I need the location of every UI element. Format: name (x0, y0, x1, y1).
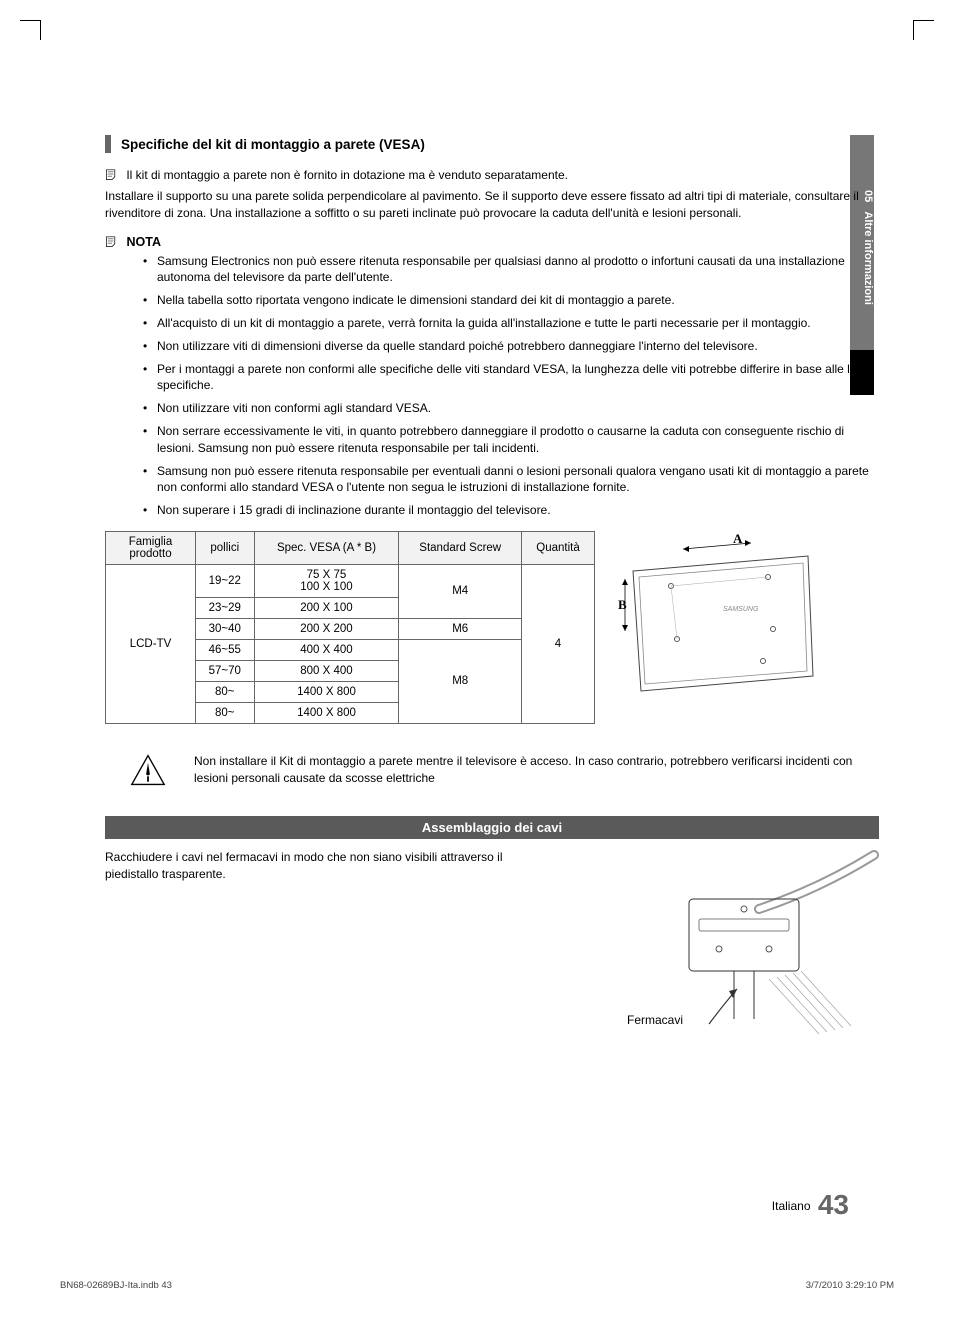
table-row: LCD-TV 19~22 75 X 75 100 X 100 M4 4 (106, 564, 595, 597)
table-header: Standard Screw (399, 531, 522, 564)
footer-lang: Italiano (772, 1199, 811, 1213)
crop-mark (913, 20, 914, 40)
table-cell: 75 X 75 100 X 100 (254, 564, 399, 597)
table-cell: M4 (399, 564, 522, 618)
diagram-label-a: A (733, 531, 743, 546)
section-heading: Specifiche del kit di montaggio a parete… (121, 137, 425, 152)
meta-file: BN68-02689BJ-Ita.indb 43 (60, 1280, 172, 1291)
nota-heading: NOTA (105, 234, 879, 249)
table-cell: 57~70 (196, 660, 255, 681)
meta-timestamp: 3/7/2010 3:29:10 PM (806, 1280, 894, 1291)
list-item: Non superare i 15 gradi di inclinazione … (143, 502, 879, 519)
table-cell: 19~22 (196, 564, 255, 597)
list-item: All'acquisto di un kit di montaggio a pa… (143, 315, 879, 332)
tv-vesa-diagram: A B SAMSUNG (613, 531, 823, 701)
vesa-spec-table: Famiglia prodotto pollici Spec. VESA (A … (105, 531, 595, 724)
intro-body: Installare il supporto su una parete sol… (105, 188, 879, 222)
table-cell-family: LCD-TV (106, 564, 196, 723)
warning-row: Non installare il Kit di montaggio a par… (105, 752, 879, 788)
table-cell: 80~ (196, 681, 255, 702)
assembly-row: Racchiudere i cavi nel fermacavi in modo… (105, 849, 879, 1039)
crop-mark (20, 20, 40, 21)
table-cell: 30~40 (196, 618, 255, 639)
table-header: pollici (196, 531, 255, 564)
table-cell: 1400 X 800 (254, 681, 399, 702)
list-item: Samsung Electronics non può essere riten… (143, 253, 879, 287)
list-item: Nella tabella sotto riportata vengono in… (143, 292, 879, 309)
table-cell: 200 X 200 (254, 618, 399, 639)
table-cell: M6 (399, 618, 522, 639)
list-item: Samsung non può essere ritenuta responsa… (143, 463, 879, 497)
nota-list: Samsung Electronics non può essere riten… (105, 253, 879, 519)
heading-marker (105, 135, 111, 153)
table-cell-qty: 4 (521, 564, 594, 723)
note-icon (105, 234, 119, 248)
table-cell: 400 X 400 (254, 639, 399, 660)
crop-mark (914, 20, 934, 21)
intro-note-line: Il kit di montaggio a parete non è forni… (105, 167, 879, 182)
list-item: Non serrare eccessivamente le viti, in q… (143, 423, 879, 457)
list-item: Non utilizzare viti non conformi agli st… (143, 400, 879, 417)
table-cell: 200 X 100 (254, 597, 399, 618)
print-meta-footer: BN68-02689BJ-Ita.indb 43 3/7/2010 3:29:1… (60, 1280, 894, 1291)
warning-icon (130, 752, 166, 788)
intro-note-text: Il kit di montaggio a parete non è forni… (126, 168, 568, 182)
table-cell: M8 (399, 639, 522, 723)
diagram-label-b: B (618, 597, 627, 612)
table-diagram-row: Famiglia prodotto pollici Spec. VESA (A … (105, 531, 879, 724)
section-heading-bar: Specifiche del kit di montaggio a parete… (105, 135, 879, 153)
table-header: Spec. VESA (A * B) (254, 531, 399, 564)
cable-holder-diagram: Fermacavi (559, 849, 879, 1039)
table-cell: 23~29 (196, 597, 255, 618)
page-footer: Italiano 43 (772, 1189, 849, 1221)
list-item: Per i montaggi a parete non conformi all… (143, 361, 879, 395)
table-header-row: Famiglia prodotto pollici Spec. VESA (A … (106, 531, 595, 564)
table-cell: 1400 X 800 (254, 702, 399, 723)
table-header: Famiglia prodotto (106, 531, 196, 564)
assembly-heading-banner: Assemblaggio dei cavi (105, 816, 879, 839)
warning-text: Non installare il Kit di montaggio a par… (194, 753, 879, 787)
table-cell: 800 X 400 (254, 660, 399, 681)
crop-mark (40, 20, 41, 40)
fermacavi-label: Fermacavi (627, 1013, 683, 1027)
diagram-brand: SAMSUNG (723, 606, 759, 613)
note-icon (105, 167, 119, 181)
assembly-heading: Assemblaggio dei cavi (422, 820, 562, 835)
table-cell: 80~ (196, 702, 255, 723)
assembly-body: Racchiudere i cavi nel fermacavi in modo… (105, 849, 559, 1039)
table-header: Quantità (521, 531, 594, 564)
page-content: Specifiche del kit di montaggio a parete… (105, 85, 879, 1226)
list-item: Non utilizzare viti di dimensioni divers… (143, 338, 879, 355)
footer-page-number: 43 (818, 1189, 849, 1220)
table-cell: 46~55 (196, 639, 255, 660)
nota-label: NOTA (126, 235, 161, 249)
